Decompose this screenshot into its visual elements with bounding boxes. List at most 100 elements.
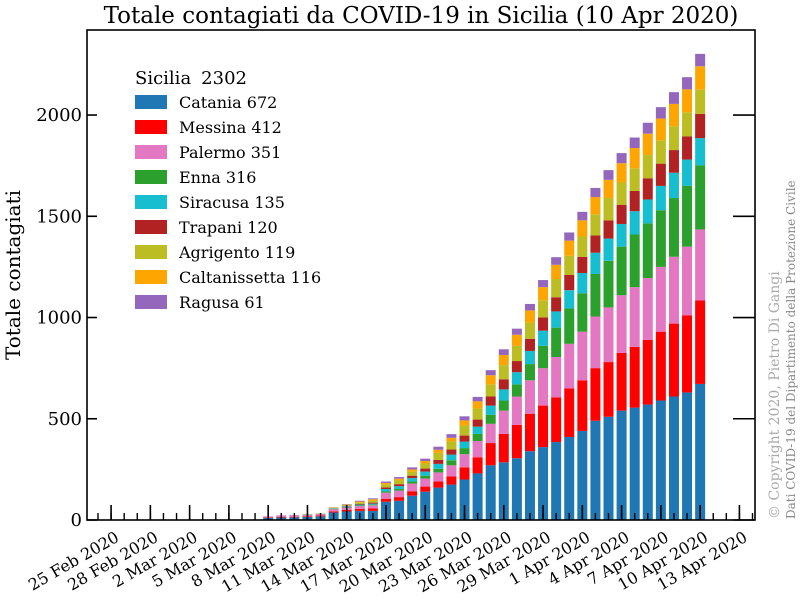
bar-ragusa [367, 498, 378, 500]
bar-caltanissetta [511, 334, 522, 346]
bar-catania [695, 383, 706, 520]
bar-catania [655, 400, 666, 520]
bar-caltanissetta [682, 89, 693, 113]
bar-palermo [498, 410, 509, 434]
bar-ragusa [642, 122, 653, 134]
bar-trapani [407, 475, 418, 479]
bar-siracusa [394, 486, 405, 490]
bar-trapani [472, 419, 483, 427]
bar-enna [472, 433, 483, 442]
y-tick-label: 1500 [36, 206, 82, 227]
bar-trapani [668, 150, 679, 173]
bar-trapani [524, 338, 535, 351]
bar-agrigento [433, 452, 444, 460]
bar-catania [446, 484, 457, 520]
bar-palermo [420, 478, 431, 487]
bar-palermo [603, 307, 614, 363]
legend-label-palermo: Palermo 351 [179, 143, 281, 162]
bar-agrigento [459, 425, 470, 436]
bar-caltanissetta [603, 179, 614, 199]
bar-messina [485, 443, 496, 466]
bar-enna [367, 504, 378, 506]
bar-agrigento [380, 484, 391, 488]
bar-caltanissetta [668, 103, 679, 127]
bar-messina [577, 380, 588, 431]
bar-enna [616, 246, 627, 296]
bar-messina [655, 331, 666, 401]
legend-swatch-ragusa [135, 295, 167, 309]
bar-siracusa [564, 290, 575, 309]
bar-ragusa [511, 328, 522, 335]
bar-siracusa [577, 272, 588, 294]
bar-ragusa [616, 153, 627, 164]
bars [263, 53, 706, 520]
bar-enna [551, 327, 562, 357]
bar-caltanissetta [420, 461, 431, 464]
bar-messina [629, 346, 640, 408]
bar-ragusa [629, 137, 640, 149]
copyright-watermark: © Copyright 2020, Pietro Di Gangi [767, 271, 783, 519]
bar-ragusa [538, 280, 549, 288]
bar-siracusa [590, 252, 601, 274]
bar-palermo [695, 229, 706, 301]
bar-enna [538, 345, 549, 369]
bar-enna [446, 460, 457, 466]
bar-agrigento [485, 384, 496, 397]
bar-messina [472, 457, 483, 474]
bar-agrigento [642, 154, 653, 179]
bar-trapani [551, 297, 562, 312]
bar-ragusa [354, 500, 365, 502]
legend-swatch-messina [135, 120, 167, 134]
bar-siracusa [524, 350, 535, 365]
bar-caltanissetta [367, 499, 378, 501]
legend-swatch-trapani [135, 220, 167, 234]
bar-agrigento [407, 471, 418, 476]
bar-agrigento [446, 441, 457, 450]
bar-ragusa [655, 107, 666, 119]
bar-caltanissetta [655, 118, 666, 141]
bar-siracusa [407, 478, 418, 482]
bar-enna [420, 475, 431, 479]
bar-messina [590, 368, 601, 421]
bar-enna [642, 223, 653, 279]
bar-catania [668, 396, 679, 520]
bar-messina [498, 433, 509, 463]
bar-trapani [616, 204, 627, 224]
bar-catania [394, 500, 405, 520]
bar-palermo [616, 295, 627, 353]
source-watermark: Dati COVID-19 del Dipartimento della Pro… [784, 180, 798, 519]
bar-catania [472, 473, 483, 520]
bar-siracusa [551, 311, 562, 328]
bar-agrigento [603, 198, 614, 221]
bar-palermo [590, 316, 601, 369]
bar-caltanissetta [551, 264, 562, 280]
bar-ragusa [433, 446, 444, 450]
bar-agrigento [695, 89, 706, 114]
bar-siracusa [498, 389, 509, 401]
bar-agrigento [354, 502, 365, 504]
bar-catania [590, 420, 601, 520]
bar-palermo [629, 287, 640, 347]
bar-caltanissetta [524, 310, 535, 323]
bar-messina [354, 508, 365, 511]
bar-siracusa [629, 211, 640, 235]
bar-palermo [668, 256, 679, 324]
bar-trapani [511, 361, 522, 373]
bar-palermo [551, 357, 562, 398]
legend-swatch-siracusa [135, 195, 167, 209]
bar-messina [668, 323, 679, 397]
bar-messina [459, 467, 470, 480]
legend-label-ragusa: Ragusa 61 [179, 293, 265, 312]
bar-caltanissetta [577, 220, 588, 237]
bar-messina [524, 413, 535, 452]
bar-palermo [511, 396, 522, 425]
bar-palermo [472, 441, 483, 458]
bar-enna [485, 414, 496, 424]
bar-caltanissetta [485, 375, 496, 385]
bar-trapani [394, 484, 405, 487]
legend-label-caltanissetta: Caltanissetta 116 [179, 268, 321, 287]
bar-palermo [394, 490, 405, 498]
bar-agrigento [655, 140, 666, 164]
legend: Sicilia 2302 Catania 672 Messina 412 Palerm… [135, 68, 321, 312]
bar-caltanissetta [642, 133, 653, 155]
